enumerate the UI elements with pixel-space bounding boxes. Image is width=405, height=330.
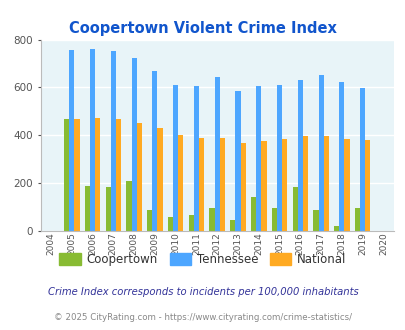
Bar xyxy=(359,88,364,231)
Bar xyxy=(126,182,131,231)
Bar xyxy=(313,210,318,231)
Legend: Coopertown, Tennessee, National: Coopertown, Tennessee, National xyxy=(55,248,350,271)
Bar xyxy=(90,49,95,231)
Bar xyxy=(105,187,111,231)
Bar xyxy=(339,82,343,231)
Text: © 2025 CityRating.com - https://www.cityrating.com/crime-statistics/: © 2025 CityRating.com - https://www.city… xyxy=(54,313,351,322)
Bar xyxy=(167,217,173,231)
Bar xyxy=(64,118,69,231)
Bar xyxy=(69,50,74,231)
Bar xyxy=(198,138,204,231)
Text: Crime Index corresponds to incidents per 100,000 inhabitants: Crime Index corresponds to incidents per… xyxy=(47,287,358,297)
Bar xyxy=(318,75,323,231)
Bar xyxy=(302,136,307,231)
Bar xyxy=(271,208,276,231)
Bar xyxy=(188,215,193,231)
Bar xyxy=(178,135,183,231)
Bar xyxy=(116,119,121,231)
Bar xyxy=(136,123,141,231)
Bar xyxy=(364,140,369,231)
Bar xyxy=(354,208,359,231)
Bar xyxy=(276,84,281,231)
Bar xyxy=(95,118,100,231)
Text: Coopertown Violent Crime Index: Coopertown Violent Crime Index xyxy=(69,21,336,36)
Bar xyxy=(256,86,261,231)
Bar xyxy=(85,185,90,231)
Bar xyxy=(333,226,339,231)
Bar xyxy=(111,51,116,231)
Bar xyxy=(292,187,297,231)
Bar xyxy=(147,210,152,231)
Bar xyxy=(343,139,349,231)
Bar xyxy=(219,138,224,231)
Bar xyxy=(240,143,245,231)
Bar xyxy=(193,86,198,231)
Bar xyxy=(157,128,162,231)
Bar xyxy=(152,71,157,231)
Bar xyxy=(323,136,328,231)
Bar xyxy=(209,208,214,231)
Bar xyxy=(235,91,240,231)
Bar xyxy=(250,197,256,231)
Bar xyxy=(230,219,235,231)
Bar xyxy=(74,119,79,231)
Bar xyxy=(131,58,136,231)
Bar xyxy=(297,80,302,231)
Bar xyxy=(214,77,219,231)
Bar xyxy=(173,84,178,231)
Bar xyxy=(261,141,266,231)
Bar xyxy=(281,139,287,231)
